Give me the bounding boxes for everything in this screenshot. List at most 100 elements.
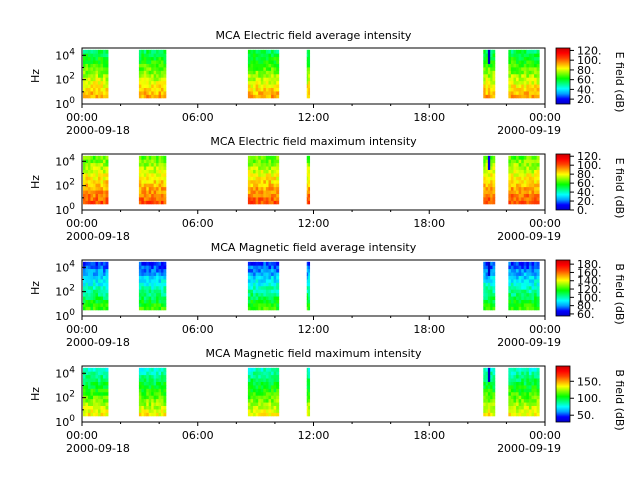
heatmap-cell <box>163 272 167 276</box>
heatmap-cell <box>271 279 275 283</box>
heatmap-cell <box>163 395 167 400</box>
heatmap-cell <box>103 53 106 58</box>
heatmap-cell <box>105 94 109 99</box>
heatmap-cell <box>90 378 94 382</box>
heatmap-cell <box>510 367 514 372</box>
heatmap-cell <box>151 197 155 201</box>
heatmap-cell <box>528 268 532 273</box>
heatmap-cell <box>518 169 522 174</box>
heatmap-cell <box>510 173 514 177</box>
heatmap-cell <box>268 60 272 64</box>
colorbar-tick-label: 120. <box>577 283 602 296</box>
heatmap-cell <box>143 162 147 167</box>
heatmap-cell <box>268 306 272 311</box>
heatmap-cell <box>526 91 530 95</box>
heatmap-cell <box>258 405 262 410</box>
heatmap-cell <box>141 306 145 311</box>
heatmap-cell <box>526 87 530 92</box>
heatmap-cell <box>510 183 514 188</box>
heatmap-cell <box>510 381 514 386</box>
heatmap-cell <box>161 169 164 174</box>
heatmap-cell <box>487 296 491 300</box>
heatmap-cell <box>151 77 155 82</box>
heatmap-cell <box>138 405 142 410</box>
heatmap-cell <box>513 67 517 71</box>
heatmap-cell <box>255 63 259 68</box>
heatmap-cell <box>143 402 147 406</box>
heatmap-cell <box>148 296 152 300</box>
heatmap-cell <box>250 53 254 58</box>
heatmap-cell <box>483 169 486 174</box>
heatmap-cell <box>148 179 152 184</box>
heatmap-cell <box>247 190 251 194</box>
heatmap-cell <box>98 265 101 270</box>
heatmap-cell <box>258 296 262 300</box>
heatmap-cell <box>153 176 157 181</box>
heatmap-cell <box>163 299 167 304</box>
heatmap-cell <box>271 371 275 376</box>
heatmap-cell <box>156 402 159 406</box>
heatmap-cell <box>141 193 145 198</box>
heatmap-cell <box>253 402 257 406</box>
colorbar-tick-label: 0. <box>577 204 588 217</box>
heatmap-cell <box>250 193 254 198</box>
heatmap-cell <box>485 162 489 167</box>
heatmap-cell <box>485 67 489 71</box>
heatmap-cell <box>526 94 530 99</box>
heatmap-cell <box>258 84 262 88</box>
heatmap-cell <box>306 272 309 276</box>
heatmap-cell <box>255 299 259 304</box>
heatmap-cell <box>531 391 535 396</box>
heatmap-cell <box>531 398 535 403</box>
heatmap-cell <box>534 292 538 297</box>
heatmap-cell <box>143 176 147 181</box>
heatmap-cell <box>271 91 275 95</box>
heatmap-cell <box>268 285 272 290</box>
heatmap-cell <box>521 73 525 78</box>
heatmap-cell <box>526 282 530 287</box>
heatmap-cell <box>513 49 517 54</box>
heatmap-cell <box>485 166 489 170</box>
heatmap-cell <box>82 91 86 95</box>
heatmap-cell <box>247 80 251 85</box>
heatmap-cell <box>103 200 106 205</box>
heatmap-cell <box>263 405 267 410</box>
heatmap-cell <box>95 73 99 78</box>
heatmap-cell <box>163 193 167 198</box>
heatmap-cell <box>487 402 491 406</box>
heatmap-cell <box>255 371 259 376</box>
heatmap-cell <box>161 296 164 300</box>
heatmap-cell <box>273 292 277 297</box>
heatmap-cell <box>105 87 109 92</box>
heatmap-cell <box>100 193 104 198</box>
heatmap-cell <box>534 80 538 85</box>
heatmap-cell <box>516 77 520 82</box>
heatmap-cell <box>158 176 162 181</box>
heatmap-cell <box>273 91 277 95</box>
heatmap-cell <box>255 53 259 58</box>
heatmap-cell <box>148 405 152 410</box>
heatmap-cell <box>90 176 94 181</box>
heatmap-cell <box>271 84 275 88</box>
heatmap-cell <box>518 87 522 92</box>
heatmap-cell <box>87 378 91 382</box>
heatmap-cell <box>521 193 525 198</box>
heatmap-cell <box>105 70 109 75</box>
heatmap-cell <box>308 275 311 280</box>
heatmap-cell <box>163 385 167 389</box>
heatmap-cell <box>260 183 264 188</box>
heatmap-cell <box>143 91 147 95</box>
heatmap-cell <box>492 183 496 188</box>
heatmap-cell <box>250 261 254 266</box>
heatmap-cell <box>536 190 540 194</box>
heatmap-cell <box>100 166 104 170</box>
heatmap-cell <box>534 275 538 280</box>
heatmap-cell <box>143 169 147 174</box>
heatmap-cell <box>85 159 89 164</box>
heatmap-cell <box>253 292 257 297</box>
heatmap-cell <box>521 272 525 276</box>
heatmap-cell <box>100 296 104 300</box>
heatmap-cell <box>253 405 257 410</box>
heatmap-cell <box>273 299 277 304</box>
heatmap-cell <box>518 155 522 160</box>
